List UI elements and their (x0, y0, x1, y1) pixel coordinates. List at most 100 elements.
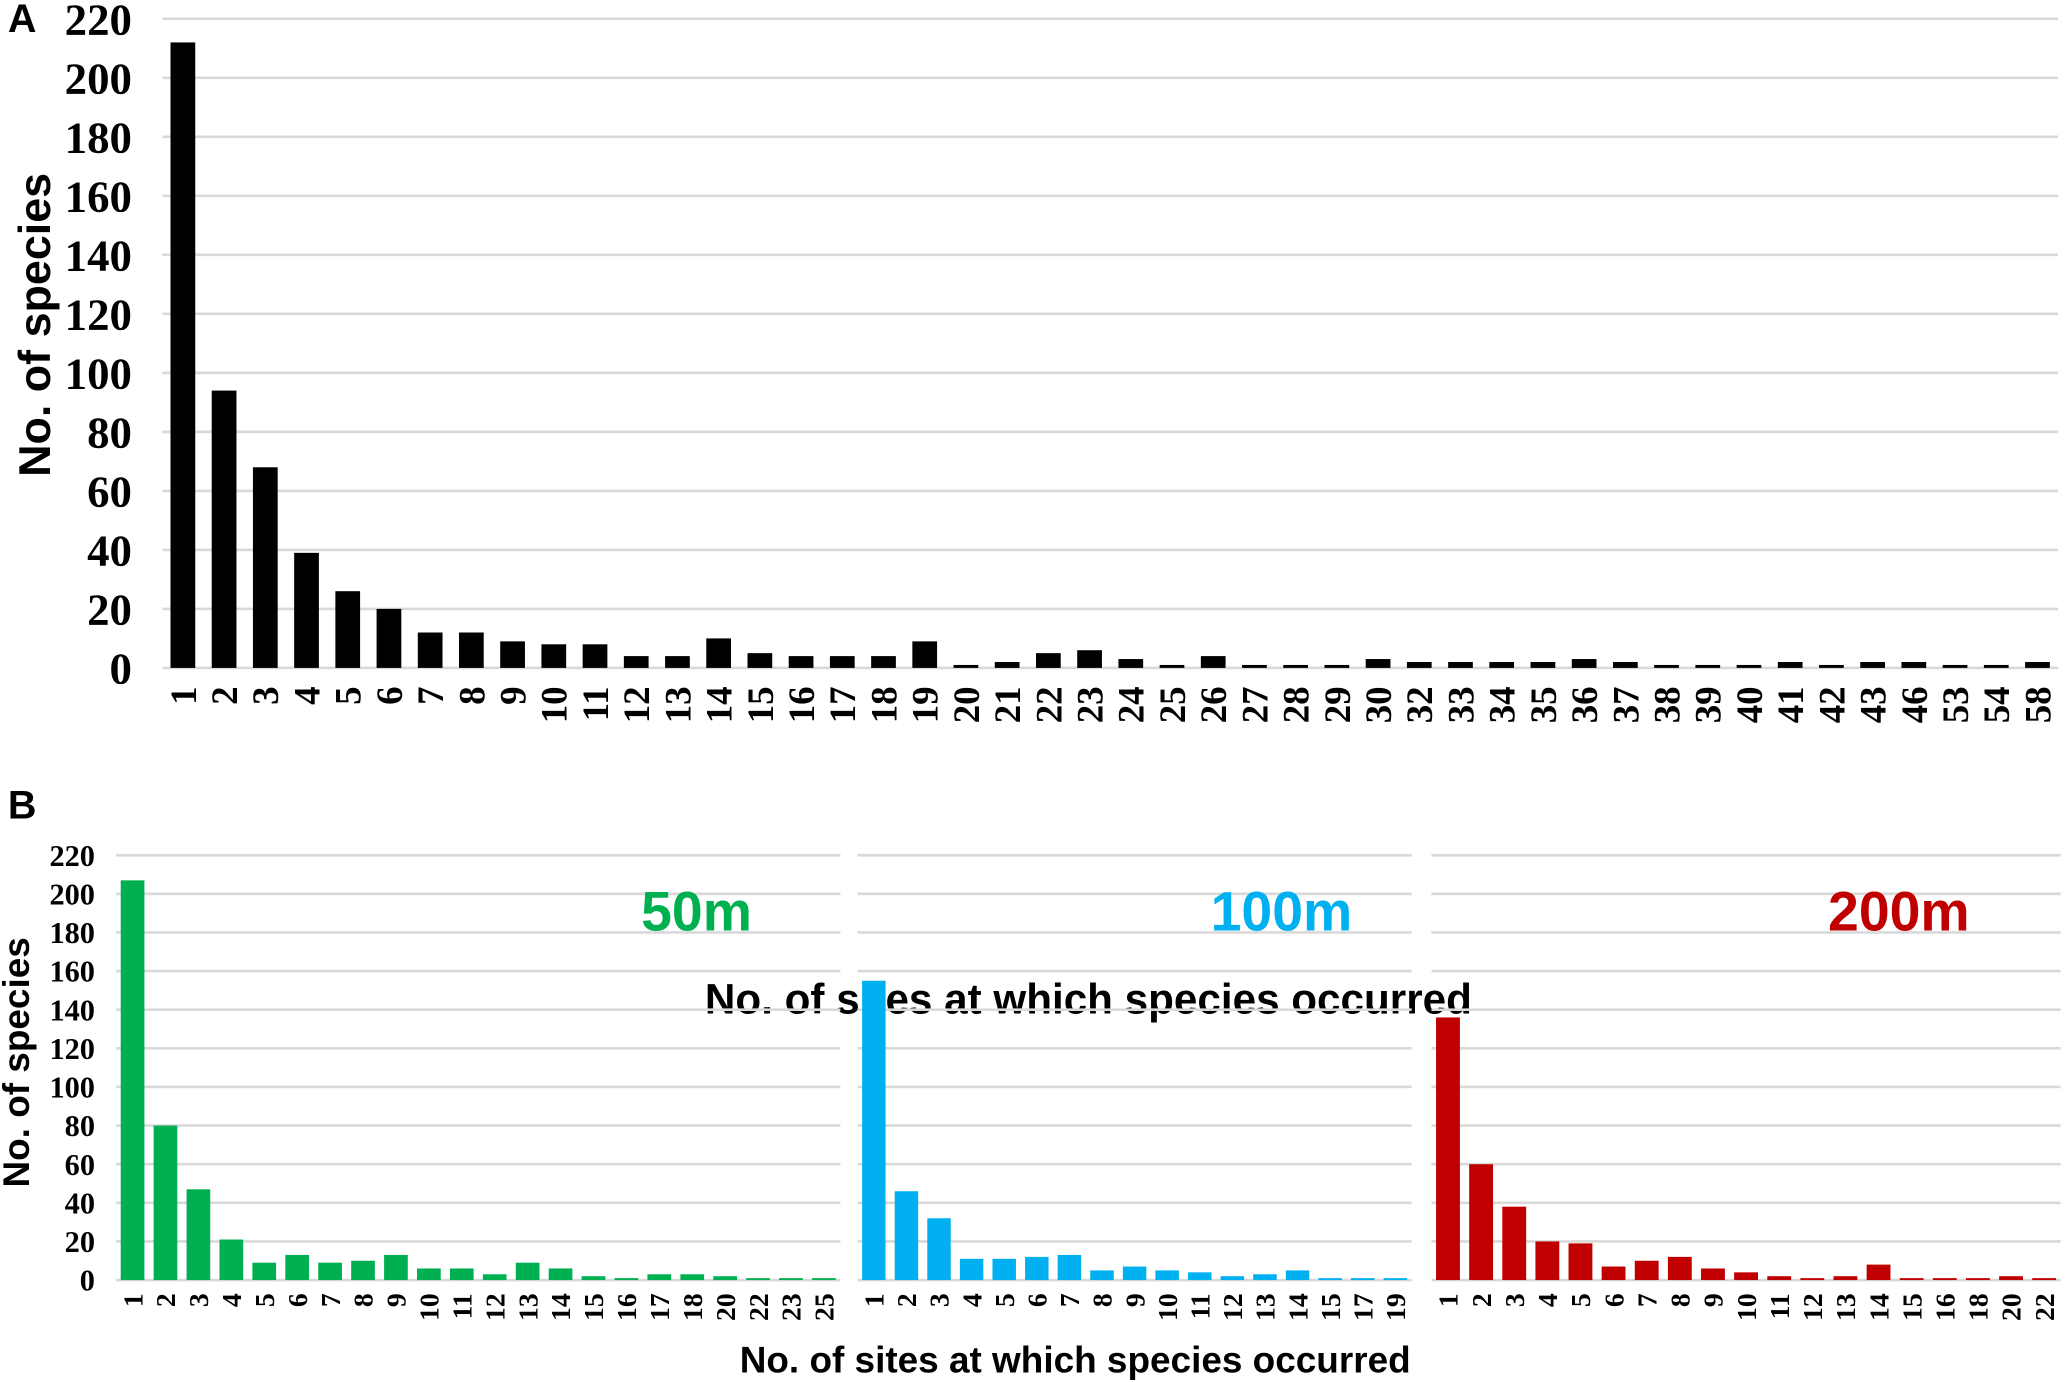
x-tick-label: 16 (781, 686, 822, 723)
x-tick-label: 13 (657, 686, 698, 723)
bar (186, 1189, 211, 1281)
y-tick-label: 140 (49, 993, 94, 1027)
bar (1283, 664, 1309, 668)
bar (1489, 662, 1515, 668)
bar (1634, 1260, 1659, 1281)
x-tick-label: 3 (1499, 1293, 1530, 1307)
x-tick-label: 17 (644, 1293, 675, 1321)
x-tick-label: 10 (1152, 1293, 1183, 1321)
x-tick-label: 3 (183, 1293, 214, 1307)
x-tick-label: 24 (1111, 686, 1152, 723)
x-tick-label: 8 (451, 686, 492, 704)
x-tick-label: 17 (1347, 1293, 1378, 1321)
bar (747, 653, 773, 668)
x-tick-label: 23 (776, 1293, 807, 1321)
bar (1767, 1276, 1792, 1281)
x-tick-label: 13 (1830, 1293, 1861, 1321)
x-axis-title: No. of sites at which species occurred (740, 1339, 1411, 1380)
y-tick-label: 100 (65, 349, 132, 399)
x-tick-label: 17 (822, 686, 863, 723)
bar (1530, 662, 1556, 668)
bar (1965, 1278, 1990, 1281)
x-tick-label: 7 (1631, 1293, 1662, 1307)
x-tick-label: 6 (282, 1293, 313, 1307)
x-tick-label: 43 (1853, 686, 1894, 723)
series-label: 100m (1211, 880, 1353, 942)
bar (1932, 1278, 1957, 1281)
x-tick-label: 7 (410, 686, 451, 704)
x-tick-label: 11 (1764, 1293, 1795, 1319)
bar (706, 638, 732, 668)
series-label: 200m (1828, 880, 1970, 942)
x-tick-label: 58 (2017, 686, 2058, 723)
x-tick-label: 18 (677, 1293, 708, 1321)
x-tick-label: 19 (1380, 1293, 1411, 1321)
x-tick-label: 15 (578, 1293, 609, 1321)
x-tick-label: 20 (946, 686, 987, 723)
x-tick-label: 40 (1729, 686, 1770, 723)
y-tick-label: 160 (49, 955, 94, 989)
x-tick-label: 22 (743, 1293, 774, 1321)
x-tick-label: 10 (1731, 1293, 1762, 1321)
x-tick-label: 2 (150, 1293, 181, 1307)
y-tick-label: 160 (65, 172, 132, 222)
bar (1983, 664, 2009, 668)
y-tick-label: 20 (65, 1225, 95, 1259)
x-tick-label: 33 (1440, 686, 1481, 723)
x-tick-label: 21 (987, 686, 1028, 723)
panel-b-letter: B (8, 783, 37, 827)
x-tick-label: 9 (493, 686, 534, 704)
bar (1188, 1272, 1212, 1281)
bar (120, 880, 145, 1281)
x-tick-label: 11 (1184, 1293, 1215, 1319)
bar (153, 1125, 178, 1281)
x-tick-label: 5 (1565, 1293, 1596, 1307)
bar (1612, 662, 1638, 668)
x-tick-label: 22 (1028, 686, 1069, 723)
x-tick-label: 39 (1688, 686, 1729, 723)
bar (449, 1268, 474, 1281)
x-tick-label: 10 (534, 686, 575, 723)
x-tick-label: 1 (1433, 1293, 1464, 1307)
bar (581, 1276, 606, 1281)
x-tick-label: 5 (328, 686, 369, 704)
y-tick-label: 80 (87, 408, 132, 458)
x-tick-label: 53 (1935, 686, 1976, 723)
bar (1667, 1256, 1692, 1281)
bar (2025, 662, 2050, 668)
bar (318, 1262, 342, 1281)
x-tick-label: 13 (1250, 1293, 1281, 1321)
y-tick-label: 120 (49, 1032, 94, 1066)
y-tick-label: 200 (49, 877, 94, 911)
x-tick-label: 35 (1523, 686, 1564, 723)
bar (1695, 664, 1721, 668)
bar (335, 591, 361, 668)
x-tick-label: 42 (1811, 686, 1852, 723)
y-axis-title: No. of species (9, 173, 60, 477)
bar (219, 1239, 244, 1281)
x-tick-label: 14 (1863, 1293, 1894, 1321)
y-tick-label: 60 (87, 467, 132, 517)
y-tick-label: 180 (49, 916, 94, 950)
x-tick-label: 1 (859, 1293, 890, 1307)
y-tick-label: 220 (49, 839, 94, 873)
x-tick-label: 19 (905, 686, 946, 723)
bar (1057, 1254, 1082, 1281)
x-tick-label: 15 (1896, 1293, 1927, 1321)
bar (1571, 659, 1597, 668)
bar (1866, 1264, 1891, 1281)
bar (1535, 1241, 1560, 1281)
y-tick-label: 0 (110, 644, 132, 694)
x-tick-label: 28 (1276, 686, 1317, 723)
bar (2032, 1278, 2057, 1281)
bar (1200, 656, 1226, 668)
bar (1324, 664, 1350, 668)
bar (1253, 1274, 1277, 1281)
y-tick-label: 40 (65, 1186, 95, 1220)
x-tick-label: 2 (1466, 1293, 1497, 1307)
bar (812, 1278, 836, 1281)
